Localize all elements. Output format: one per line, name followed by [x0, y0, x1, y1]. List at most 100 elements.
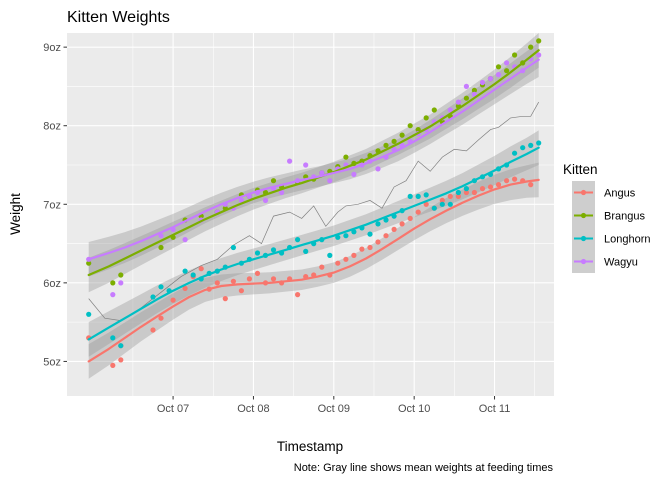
legend-key-point	[580, 212, 587, 219]
point-wagyu	[110, 292, 116, 298]
point-longhorn	[150, 294, 156, 300]
y-tick-label: 8oz	[43, 121, 61, 133]
legend-key-point	[580, 189, 587, 196]
legend-key-point	[580, 235, 587, 242]
point-angus	[447, 193, 453, 199]
point-angus	[479, 186, 486, 192]
point-brangus	[118, 272, 124, 278]
point-angus	[254, 270, 261, 276]
point-wagyu	[463, 83, 469, 89]
point-wagyu	[279, 189, 285, 196]
point-angus	[463, 189, 469, 196]
point-angus	[399, 221, 405, 227]
point-angus	[343, 256, 349, 262]
point-brangus	[431, 107, 437, 113]
point-angus	[230, 278, 236, 284]
point-angus	[528, 182, 534, 188]
point-longhorn	[295, 237, 301, 243]
point-longhorn	[439, 201, 445, 207]
x-tick-label: Oct 10	[398, 403, 430, 415]
legend-label-brangus: Brangus	[604, 211, 645, 223]
point-wagyu	[479, 79, 486, 86]
point-brangus	[415, 127, 421, 133]
point-longhorn	[431, 205, 437, 211]
point-longhorn	[520, 145, 526, 151]
point-brangus	[528, 44, 534, 50]
point-brangus	[423, 115, 429, 121]
point-angus	[351, 252, 357, 258]
point-brangus	[158, 244, 164, 251]
point-longhorn	[110, 335, 116, 341]
point-longhorn	[270, 247, 277, 253]
y-tick-label: 5oz	[43, 356, 61, 368]
point-angus	[335, 260, 341, 266]
point-angus	[198, 266, 204, 272]
point-angus	[246, 276, 252, 282]
point-longhorn	[375, 221, 381, 227]
legend-label-wagyu: Wagyu	[604, 257, 638, 269]
point-angus	[158, 315, 164, 321]
point-wagyu	[351, 171, 357, 177]
point-wagyu	[118, 280, 124, 286]
point-wagyu	[303, 162, 309, 168]
point-longhorn	[511, 150, 518, 156]
point-brangus	[504, 68, 510, 74]
x-tick-label: Oct 09	[318, 403, 350, 415]
point-wagyu	[455, 99, 461, 105]
point-longhorn	[230, 244, 236, 251]
ribbon-angus	[88, 162, 539, 379]
ribbon-brangus	[88, 33, 539, 293]
point-angus	[423, 201, 429, 207]
point-longhorn	[536, 140, 542, 146]
point-angus	[359, 246, 365, 252]
point-wagyu	[504, 60, 510, 66]
chart-title: Kitten Weights	[67, 9, 170, 26]
legend-title: Kitten	[563, 162, 598, 177]
point-brangus	[343, 154, 349, 160]
point-angus	[407, 215, 413, 221]
point-angus	[222, 296, 228, 302]
y-tick-label: 9oz	[43, 42, 61, 54]
chart-caption: Note: Gray line shows mean weights at fe…	[294, 462, 554, 474]
point-wagyu	[471, 91, 477, 97]
point-angus	[391, 226, 397, 232]
point-angus	[182, 285, 188, 291]
point-longhorn	[254, 250, 261, 256]
point-wagyu	[319, 170, 325, 176]
point-wagyu	[238, 197, 244, 203]
point-wagyu	[495, 72, 502, 78]
point-angus	[214, 280, 220, 286]
point-angus	[455, 193, 461, 199]
point-brangus	[471, 87, 477, 93]
y-axis-label: Weight	[8, 193, 23, 235]
point-angus	[110, 362, 116, 368]
point-angus	[495, 182, 502, 188]
y-tick-label: 7oz	[43, 199, 61, 211]
point-angus	[487, 184, 494, 190]
point-wagyu	[262, 197, 269, 203]
mean-line	[88, 101, 540, 321]
point-wagyu	[327, 178, 333, 184]
point-angus	[118, 357, 124, 363]
point-longhorn	[327, 252, 333, 258]
point-angus	[471, 189, 477, 196]
legend: Kitten Angus Brangus Longhorn Wagyu	[563, 162, 651, 273]
x-axis: Oct 07 Oct 08 Oct 09 Oct 10 Oct 11	[157, 396, 510, 415]
point-longhorn	[528, 142, 534, 148]
y-tick-label: 6oz	[43, 278, 61, 290]
point-angus	[504, 178, 510, 184]
point-wagyu	[287, 158, 293, 164]
fit-line-angus	[87, 178, 540, 363]
fit-line-wagyu	[87, 58, 540, 261]
fit-lines	[87, 49, 540, 363]
point-longhorn	[351, 229, 357, 235]
legend-key-point	[580, 258, 587, 265]
point-longhorn	[335, 234, 341, 240]
point-wagyu	[487, 76, 494, 82]
point-longhorn	[383, 217, 389, 223]
point-wagyu	[536, 52, 542, 58]
point-angus	[375, 239, 381, 245]
point-angus	[367, 244, 373, 251]
point-longhorn	[447, 201, 453, 207]
point-angus	[270, 276, 277, 282]
